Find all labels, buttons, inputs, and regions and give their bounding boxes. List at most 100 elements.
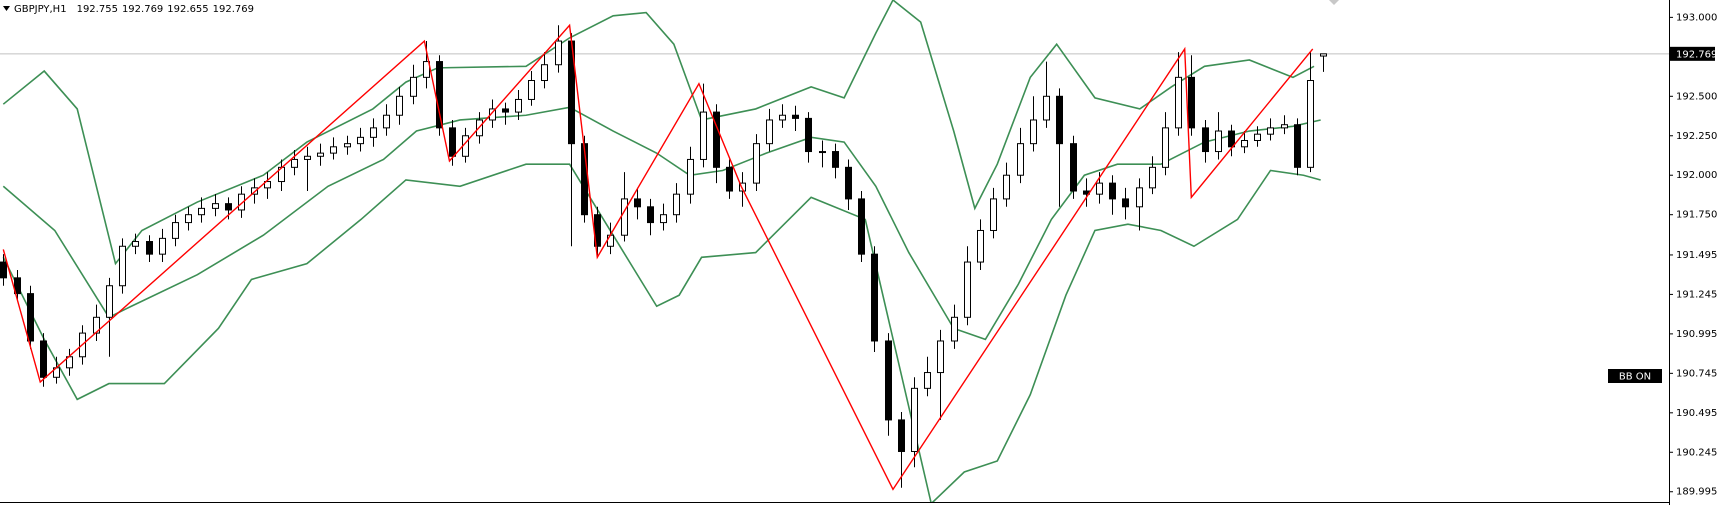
candle-body: [541, 64, 548, 82]
candle-body: [964, 261, 971, 318]
candle-body: [132, 241, 139, 247]
candle-body: [739, 182, 746, 192]
candle-body: [832, 151, 839, 168]
candle-body: [726, 166, 733, 192]
shift-marker: [1329, 0, 1339, 5]
bollinger-band: [2, 106, 1321, 341]
candle-body: [937, 340, 944, 374]
y-tick-label: 190.745: [1676, 368, 1717, 379]
y-tick-label: 192.000: [1676, 170, 1717, 181]
candle-body: [1254, 133, 1261, 141]
header-ohlc-value: 192.769: [213, 4, 254, 15]
candle-body: [304, 155, 311, 160]
candle-body: [436, 61, 443, 129]
candle-body: [238, 193, 245, 211]
candle-body: [1188, 76, 1195, 129]
candle-body: [660, 214, 667, 224]
candle-body: [1307, 80, 1314, 168]
candle-body: [977, 229, 984, 263]
candle-body: [1320, 53, 1327, 57]
candle-body: [779, 114, 786, 121]
candle-body: [317, 152, 324, 157]
candle-body: [489, 108, 496, 121]
candle-body: [819, 151, 826, 154]
y-tick-label: 190.995: [1676, 329, 1717, 340]
candle-body: [687, 158, 694, 195]
y-tick-label: 191.245: [1676, 289, 1717, 300]
candle-body: [871, 253, 878, 342]
candle-body: [40, 340, 47, 378]
candle-body: [159, 237, 166, 255]
candle-body: [951, 316, 958, 342]
candle-body: [1030, 119, 1037, 145]
header-ohlc-value: 192.755: [77, 4, 118, 15]
candle-body: [885, 340, 892, 421]
candle-body: [766, 119, 773, 145]
candle-body: [106, 285, 113, 318]
header-ohlc-value: 192.769: [122, 4, 163, 15]
candle-body: [713, 111, 720, 168]
candle-body: [172, 222, 179, 239]
candle-body: [330, 146, 337, 154]
candle-body: [1136, 187, 1143, 208]
y-tick-label: 190.245: [1676, 447, 1717, 458]
plot-area: [0, 0, 1669, 502]
candle-body: [1294, 124, 1301, 168]
chart-header: GBPJPY,H1 192.755 192.769 192.655 192.769: [14, 4, 254, 15]
indicator-label: BB ON: [1619, 372, 1651, 383]
candle-body: [1215, 130, 1222, 153]
candle-body: [924, 372, 931, 389]
bollinger-band: [2, 163, 1321, 502]
y-tick-label: 191.495: [1676, 250, 1717, 261]
candle-body: [898, 419, 905, 452]
candle-body: [291, 158, 298, 168]
candle-body: [911, 387, 918, 452]
indicator-label-box: [1608, 369, 1662, 383]
candle-body: [792, 114, 799, 119]
candle-body: [396, 95, 403, 116]
candle-body: [370, 127, 377, 138]
candle-body: [1122, 198, 1129, 208]
candle-body: [858, 198, 865, 255]
symbol: GBPJPY,H1: [14, 4, 67, 15]
candle-body: [212, 203, 219, 209]
candle-body: [1228, 130, 1235, 148]
y-tick-label: 191.750: [1676, 210, 1717, 221]
candle-body: [1149, 166, 1156, 189]
bollinger-band: [2, 0, 1315, 266]
candle-body: [185, 214, 192, 224]
header-ohlc-value: 192.655: [167, 4, 208, 15]
y-tick-label: 192.250: [1676, 131, 1717, 142]
symbol-menu-arrow[interactable]: [3, 6, 10, 11]
candle-body: [502, 108, 509, 113]
candle-body: [264, 181, 271, 189]
candle-body: [753, 143, 760, 184]
candle-body: [383, 114, 390, 129]
candle-body: [647, 206, 654, 224]
candle-body: [1070, 143, 1077, 192]
candle-body: [805, 117, 812, 153]
candle-body: [1043, 95, 1050, 121]
candle-body: [1267, 127, 1274, 135]
candle-body: [607, 234, 614, 247]
candle-body: [1281, 124, 1288, 129]
candle-body: [700, 111, 707, 160]
y-tick-label: 192.500: [1676, 91, 1717, 102]
candle-body: [1096, 182, 1103, 195]
candle-body: [0, 261, 7, 279]
candle-body: [515, 98, 522, 113]
candle-body: [14, 277, 21, 295]
candle-body: [845, 166, 852, 200]
current-price-label: 192.769: [1676, 49, 1717, 60]
candle-body: [1003, 174, 1010, 200]
candle-body: [93, 316, 100, 334]
candle-body: [1241, 139, 1248, 148]
current-price-box: [1670, 46, 1715, 61]
y-tick-label: 189.995: [1676, 487, 1717, 498]
candle-body: [1202, 127, 1209, 153]
candle-body: [528, 80, 535, 100]
candle-body: [146, 241, 153, 255]
candle-body: [1162, 127, 1169, 168]
candle-body: [1175, 76, 1182, 129]
